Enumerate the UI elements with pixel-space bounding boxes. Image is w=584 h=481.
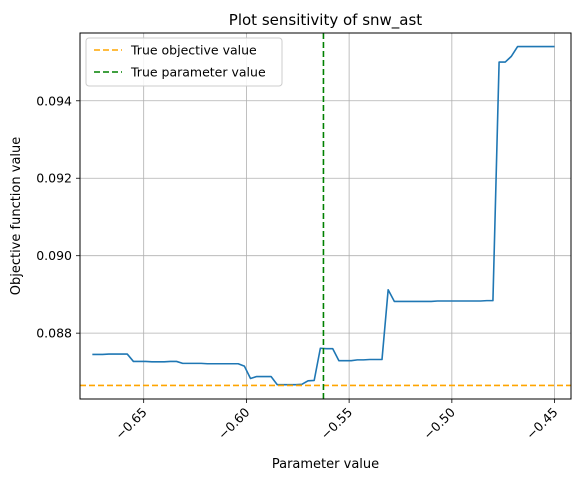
plot-frame (79, 32, 572, 400)
y-tick-label: 0.092 (36, 171, 72, 186)
y-tick-label: 0.090 (36, 248, 72, 263)
chart-title: Plot sensitivity of snw_ast (229, 11, 423, 30)
grid (80, 33, 571, 399)
x-axis-label: Parameter value (272, 457, 379, 472)
legend-entry: True parameter value (130, 65, 266, 80)
reference-lines (80, 33, 571, 399)
legend-box (85, 37, 283, 87)
y-tick-label: 0.088 (36, 326, 72, 341)
legend-entry: True objective value (130, 43, 257, 58)
legend: True objective value True parameter value (85, 37, 283, 87)
y-axis-label: Objective function value (9, 137, 24, 296)
y-tick-label: 0.094 (36, 93, 72, 108)
